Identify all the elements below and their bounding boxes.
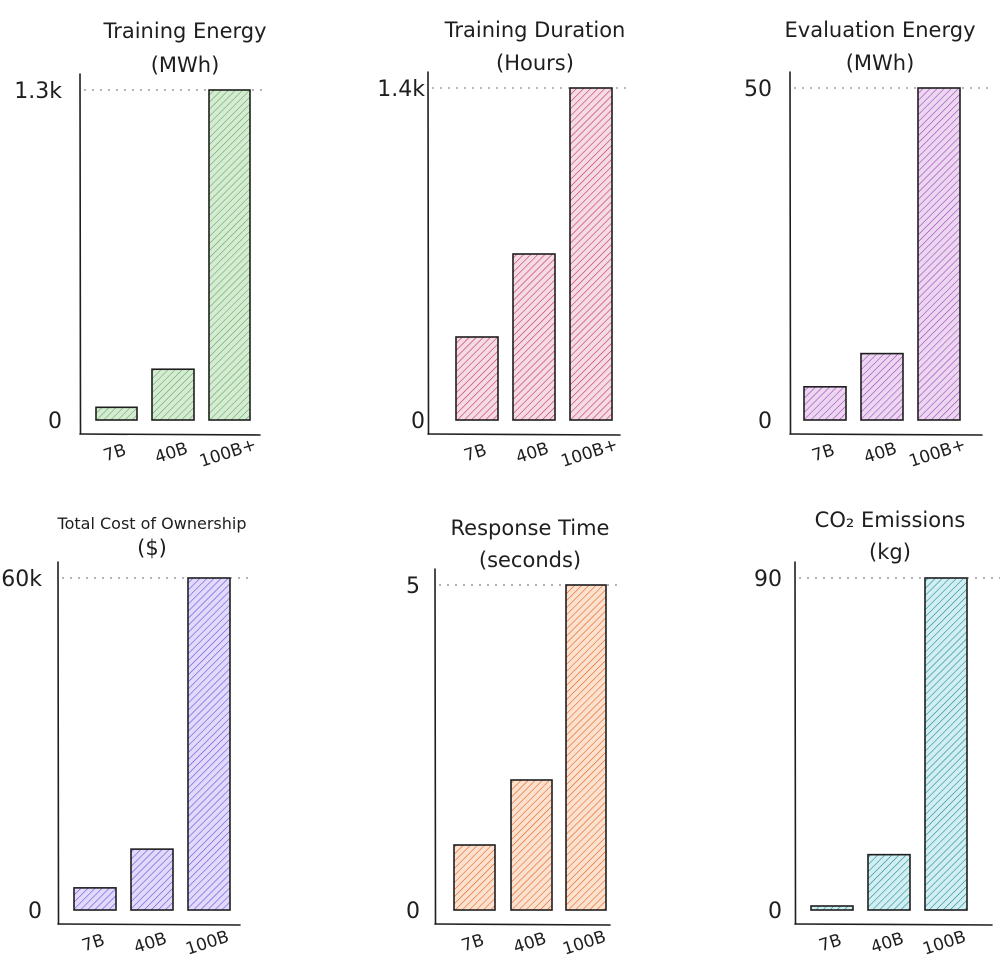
y-axis (79, 73, 82, 435)
bar-outline (453, 844, 496, 911)
y-tick-label-max: 5 (406, 574, 420, 599)
y-tick-label-max: 50 (744, 77, 772, 102)
bar-outline (569, 87, 613, 421)
bar-outline (924, 577, 968, 911)
bar-40b (152, 369, 194, 420)
chart-title-line-2: (MWh) (151, 53, 220, 77)
y-axis (789, 71, 792, 435)
chart-title-line-1: Evaluation Energy (785, 18, 976, 42)
bar-outline (917, 87, 961, 421)
bar-40b (513, 254, 555, 420)
y-axis (427, 71, 430, 435)
chart-title-line-1: Training Energy (102, 19, 266, 43)
bar-outline (95, 406, 138, 421)
chart-title-line-1: Total Cost of Ownership (57, 514, 247, 533)
x-tick-label: 100B+ (907, 435, 969, 472)
x-axis (427, 433, 621, 436)
bar-outline (860, 352, 904, 421)
y-axis (57, 561, 60, 925)
bar-40b (868, 854, 910, 910)
y-tick-label-max: 60k (1, 567, 42, 592)
x-tick-label: 40B (514, 439, 552, 468)
chart-panel-3: Evaluation Energy (MWh) 0 50 7B 40B 100B+ (744, 18, 990, 472)
bar-40b (511, 780, 552, 910)
bar-7b (454, 845, 495, 910)
x-tick-label: 100B (920, 927, 968, 960)
chart-panel-5: Response Time (seconds) 0 5 7B 40B 100B (406, 516, 618, 960)
bar-outline (810, 905, 854, 911)
y-tick-label-max: 90 (754, 567, 782, 592)
y-tick-label-min: 0 (768, 899, 782, 924)
chart-panel-4: Total Cost of Ownership ($) 0 60k 7B 40B 100B (1, 514, 248, 960)
y-tick-label-min: 0 (758, 409, 772, 434)
y-tick-label-max: 1.3k (14, 79, 62, 104)
bar-outline (512, 253, 556, 421)
bar-7b (74, 887, 116, 910)
x-axis (57, 923, 241, 926)
chart-title-line-2: (seconds) (479, 548, 581, 572)
y-tick-label-min: 0 (28, 899, 42, 924)
x-tick-label: 7B (459, 930, 487, 956)
bar-100bplus (918, 88, 960, 420)
chart-title-line-2: ($) (137, 536, 167, 560)
chart-title-line-2: (MWh) (846, 51, 915, 75)
x-tick-label: 7B (80, 930, 108, 956)
bar-outline (73, 887, 117, 911)
x-tick-label: 100B+ (197, 435, 259, 472)
x-axis (434, 923, 611, 926)
y-tick-label-min: 0 (48, 409, 62, 434)
bar-100bplus (570, 88, 612, 420)
x-tick-label: 40B (132, 929, 170, 958)
bar-outline (510, 779, 553, 911)
y-tick-label-max: 1.4k (377, 77, 425, 102)
chart-panel-2: Training Duration (Hours) 0 1.4k 7B 40B 100B+ (377, 18, 628, 472)
bar-100bplus (209, 90, 250, 420)
x-axis (789, 433, 983, 436)
bar-outline (130, 848, 174, 911)
chart-panel-1: Training Energy (MWh) 0 1.3k 7B 40B 100B+ (14, 19, 268, 472)
x-tick-label: 7B (101, 440, 129, 466)
x-tick-label: 100B (183, 927, 231, 960)
bar-outline (565, 584, 607, 911)
bar-outline (208, 89, 251, 421)
y-tick-label-min: 0 (411, 409, 425, 434)
x-axis (79, 433, 261, 436)
bar-40b (861, 353, 903, 420)
bar-100b (566, 585, 606, 910)
x-tick-label: 100B+ (559, 435, 621, 472)
chart-title-line-2: (Hours) (496, 51, 574, 75)
bar-outline (455, 336, 499, 421)
x-tick-label: 40B (511, 929, 549, 958)
bar-7b (804, 386, 846, 420)
x-tick-label: 40B (153, 439, 191, 468)
bar-40b (131, 849, 173, 910)
x-tick-label: 40B (869, 929, 907, 958)
y-tick-label-min: 0 (406, 899, 420, 924)
bar-outline (803, 385, 847, 421)
y-axis (794, 561, 797, 925)
x-tick-label: 7B (462, 440, 490, 466)
bar-100b (188, 578, 230, 910)
chart-panel-6: CO₂ Emissions (kg) 0 90 7B 40B 100B (754, 508, 1000, 960)
bar-outline (867, 853, 911, 911)
x-tick-label: 40B (862, 439, 900, 468)
x-axis (794, 923, 993, 926)
x-tick-label: 100B (560, 927, 608, 960)
y-axis (434, 568, 437, 925)
chart-title-line-1: Training Duration (444, 18, 626, 42)
chart-title-line-2: (kg) (869, 540, 911, 564)
chart-title-line-1: Response Time (451, 516, 610, 540)
x-tick-label: 7B (810, 440, 838, 466)
chart-title-line-1: CO₂ Emissions (815, 508, 966, 532)
bar-7b (811, 906, 853, 910)
bar-7b (456, 337, 498, 420)
bar-outline (187, 577, 231, 911)
bar-outline (151, 368, 195, 421)
bar-100b (925, 578, 967, 910)
bar-7b (96, 407, 137, 420)
x-tick-label: 7B (817, 930, 845, 956)
